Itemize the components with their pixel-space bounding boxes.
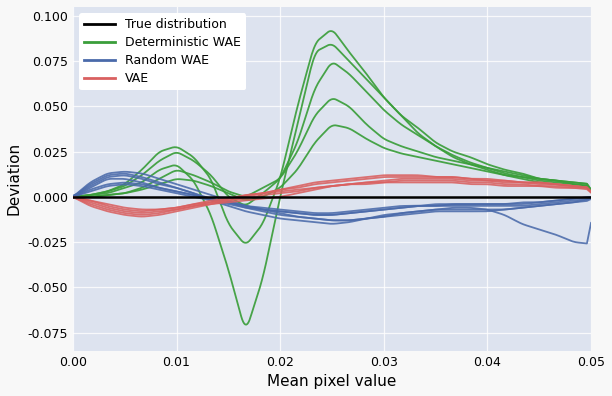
Y-axis label: Deviation: Deviation	[7, 142, 22, 215]
Legend: True distribution, Deterministic WAE, Random WAE, VAE: True distribution, Deterministic WAE, Ra…	[79, 13, 246, 90]
X-axis label: Mean pixel value: Mean pixel value	[267, 374, 397, 389]
